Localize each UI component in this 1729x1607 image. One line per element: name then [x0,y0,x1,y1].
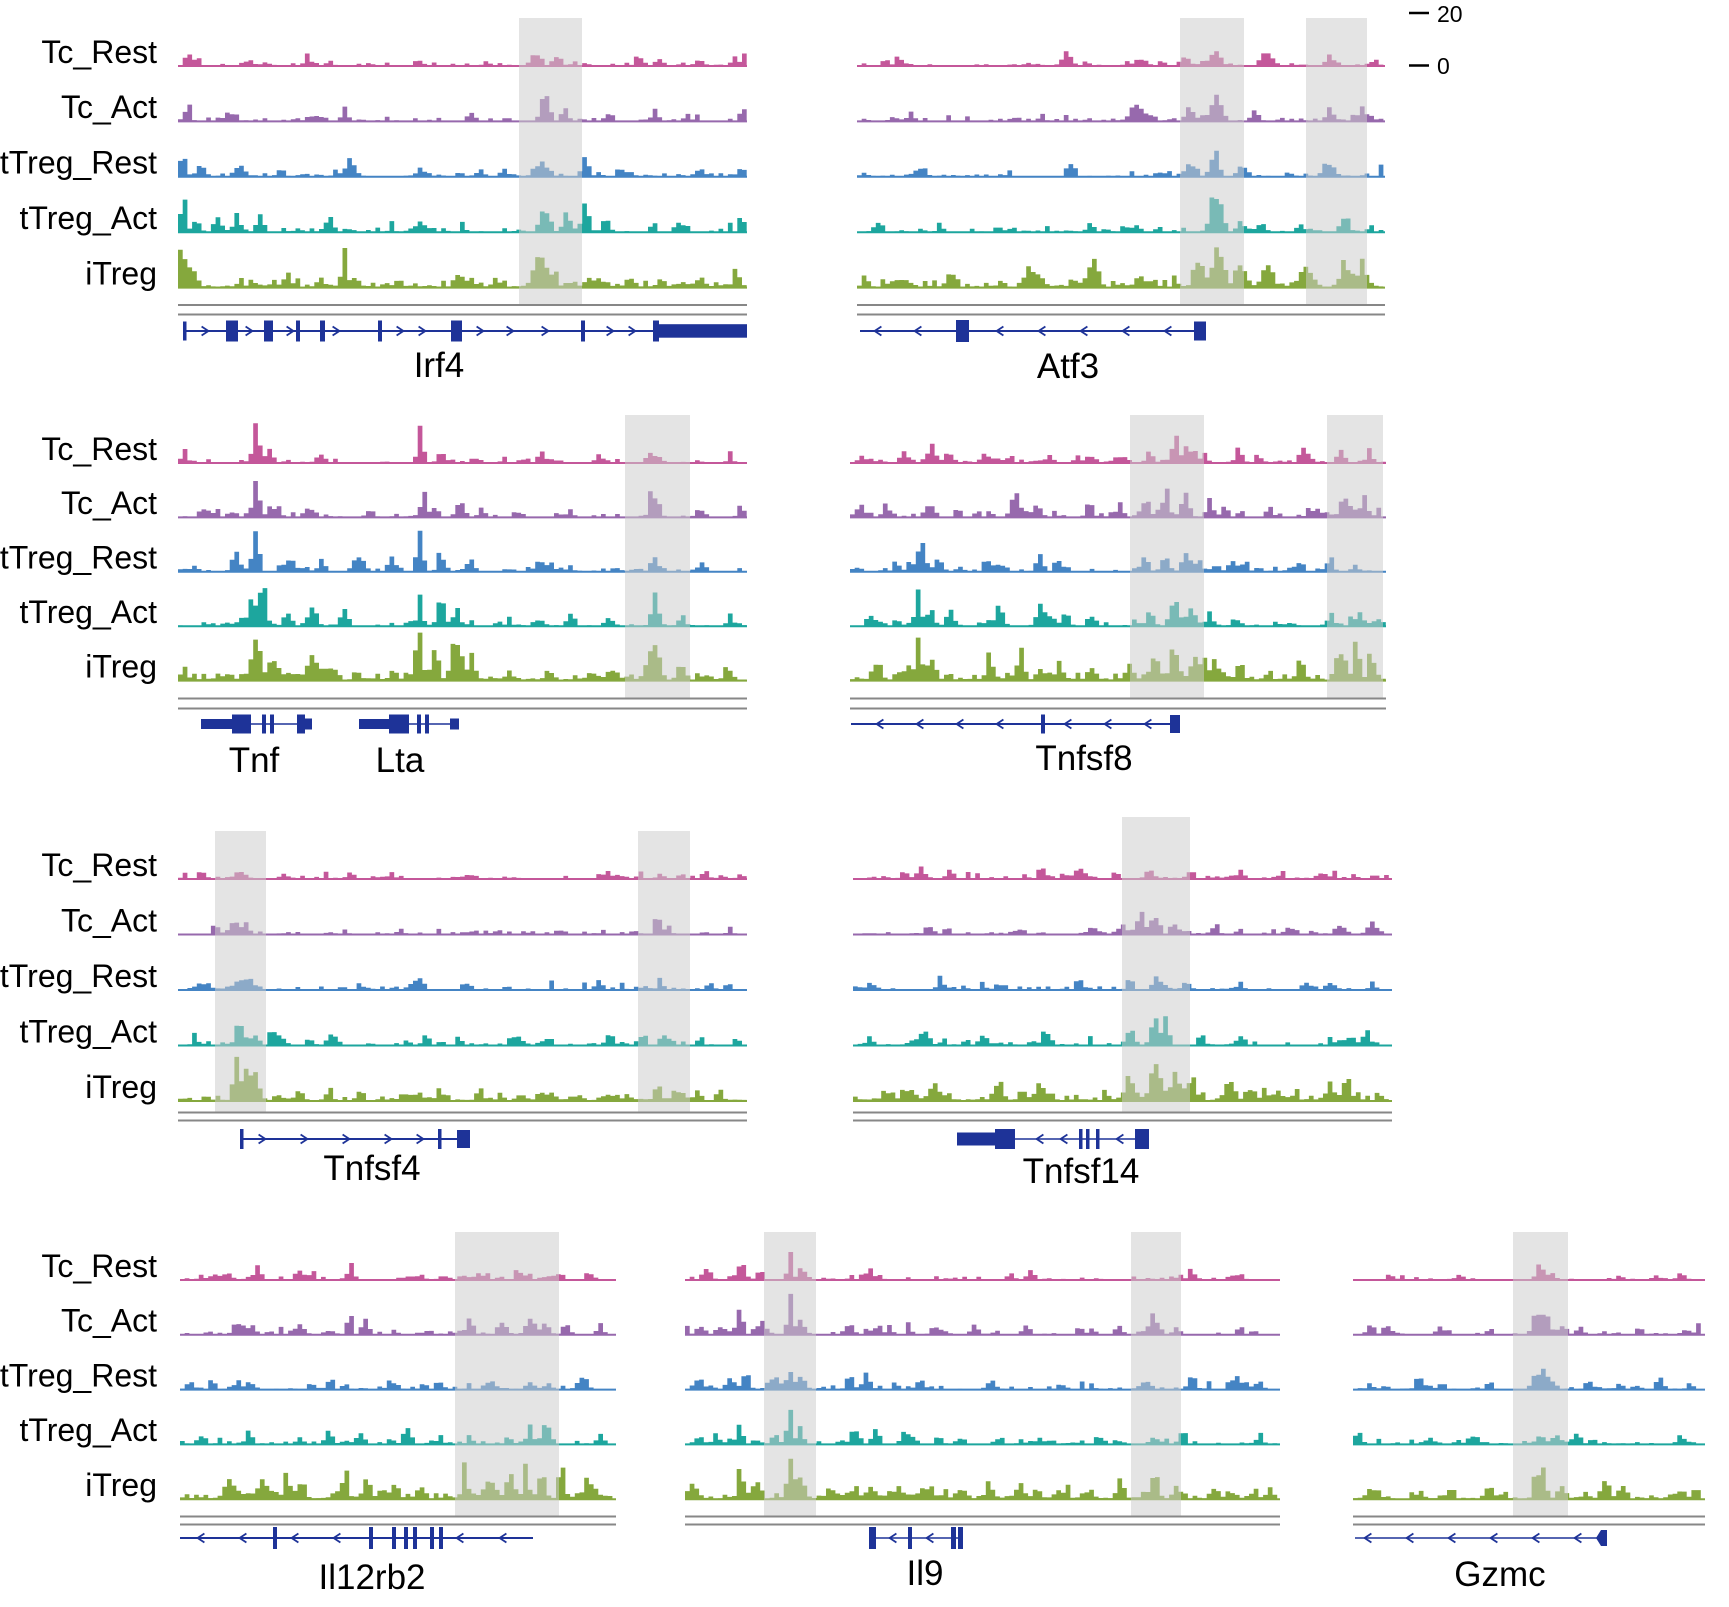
svg-text:Tnfsf8: Tnfsf8 [1035,739,1132,778]
svg-text:Il9: Il9 [907,1554,944,1593]
svg-text:Tc_Rest: Tc_Rest [41,847,157,883]
svg-text:Il12rb2: Il12rb2 [318,1558,425,1597]
svg-text:tTreg_Rest: tTreg_Rest [0,145,157,181]
svg-text:Tnfsf14: Tnfsf14 [1023,1152,1140,1191]
svg-text:Tc_Act: Tc_Act [61,485,157,521]
svg-text:tTreg_Rest: tTreg_Rest [0,1357,157,1393]
svg-text:tTreg_Act: tTreg_Act [19,594,157,630]
svg-text:Tc_Act: Tc_Act [61,1303,157,1339]
svg-text:iTreg: iTreg [85,1467,157,1503]
svg-text:Lta: Lta [376,741,425,780]
svg-text:Gzmc: Gzmc [1454,1555,1545,1594]
svg-text:Tc_Rest: Tc_Rest [41,431,157,467]
svg-text:tTreg_Act: tTreg_Act [19,200,157,236]
svg-text:Tc_Rest: Tc_Rest [41,34,157,70]
svg-text:tTreg_Rest: tTreg_Rest [0,540,157,576]
svg-text:Tc_Act: Tc_Act [61,89,157,125]
svg-text:iTreg: iTreg [85,648,157,684]
svg-text:Tnf: Tnf [229,741,280,780]
svg-text:0: 0 [1437,53,1450,79]
svg-text:Tnfsf4: Tnfsf4 [323,1149,420,1188]
svg-text:iTreg: iTreg [85,1069,157,1105]
svg-text:tTreg_Rest: tTreg_Rest [0,958,157,994]
svg-text:iTreg: iTreg [85,255,157,291]
svg-text:Tc_Rest: Tc_Rest [41,1248,157,1284]
svg-text:Irf4: Irf4 [414,346,465,385]
svg-text:tTreg_Act: tTreg_Act [19,1412,157,1448]
svg-text:tTreg_Act: tTreg_Act [19,1013,157,1049]
svg-text:Atf3: Atf3 [1037,347,1099,386]
svg-text:20: 20 [1437,1,1463,27]
svg-text:Tc_Act: Tc_Act [61,902,157,938]
